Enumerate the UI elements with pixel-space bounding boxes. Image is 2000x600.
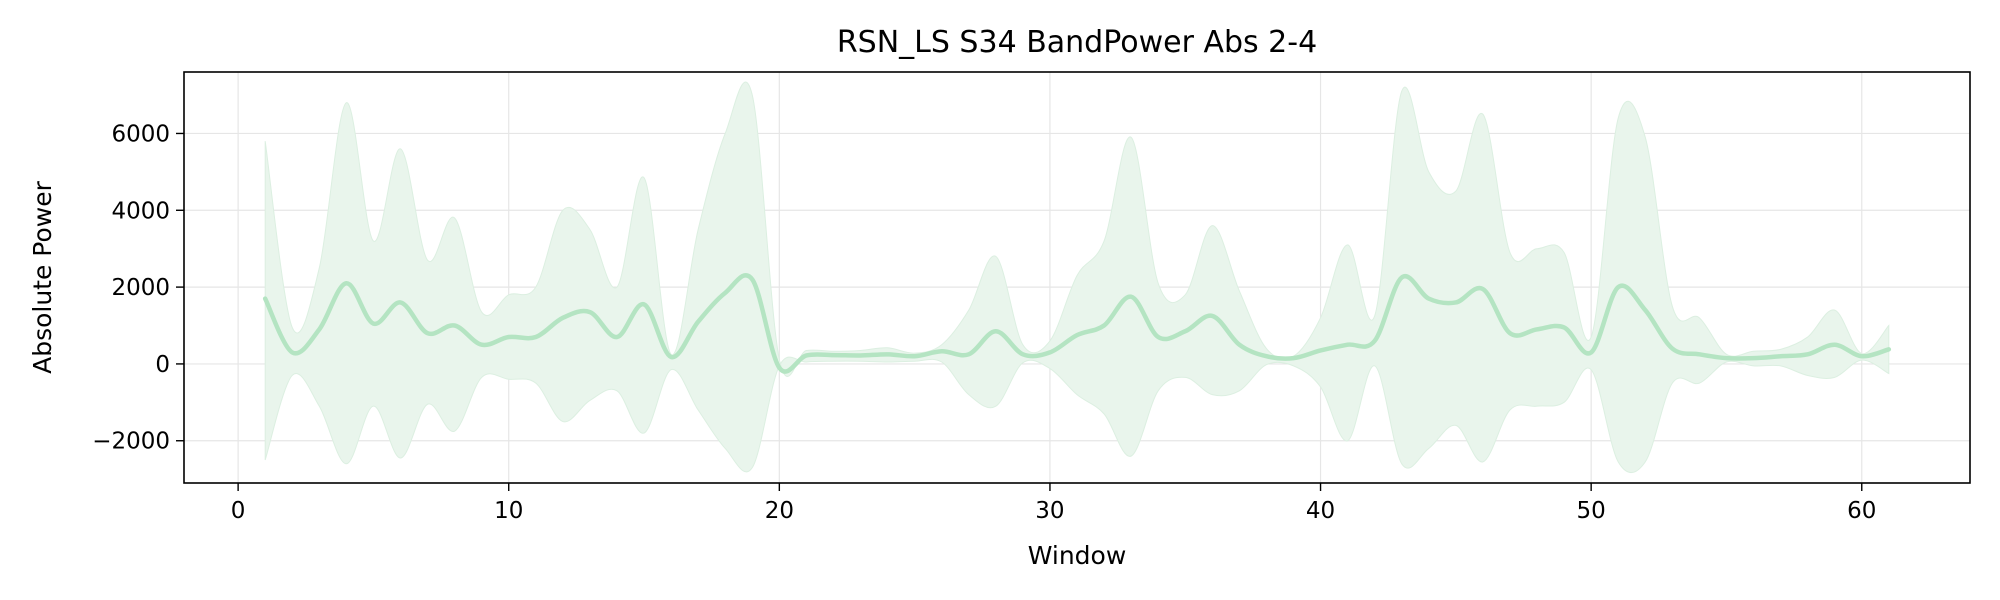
y-tick-label: −2000 xyxy=(92,429,170,455)
y-tick-label: 2000 xyxy=(111,275,170,301)
x-tick-label: 30 xyxy=(1035,498,1064,524)
y-tick-label: 6000 xyxy=(111,121,170,147)
x-tick-label: 40 xyxy=(1306,498,1335,524)
x-tick-label: 60 xyxy=(1847,498,1876,524)
x-tick-label: 20 xyxy=(765,498,794,524)
plot-frame xyxy=(183,71,1971,484)
x-tick-label: 0 xyxy=(231,498,246,524)
x-tick-label: 10 xyxy=(494,498,523,524)
mean-line xyxy=(262,273,1892,374)
y-tick-label: 4000 xyxy=(111,198,170,224)
y-tick-label: 0 xyxy=(155,352,170,378)
chart-title: RSN_LS S34 BandPower Abs 2-4 xyxy=(837,25,1317,60)
x-axis-label: Window xyxy=(1028,541,1127,570)
std-band xyxy=(264,81,1890,474)
tick-layer: 0 10 20 30 40 50 60 −2000 0 2000 4000 6000 xyxy=(92,121,1876,524)
x-tick-label: 50 xyxy=(1577,498,1606,524)
y-axis-label: Absolute Power xyxy=(28,180,57,374)
